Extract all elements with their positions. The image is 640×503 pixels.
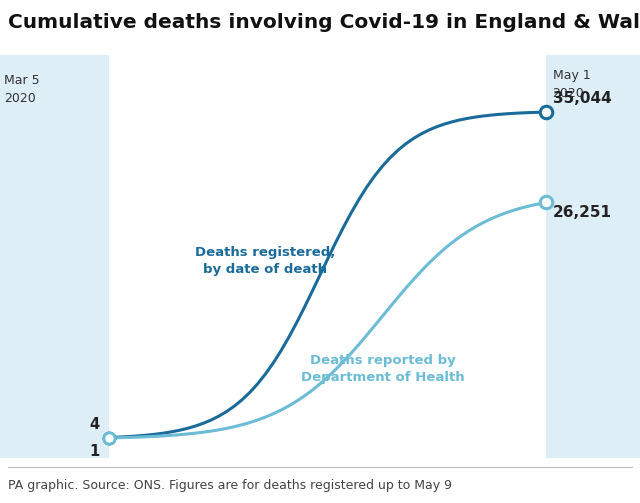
Text: 1: 1 bbox=[90, 444, 100, 459]
Text: 35,044: 35,044 bbox=[552, 91, 611, 106]
Text: Deaths reported by
Department of Health: Deaths reported by Department of Health bbox=[301, 354, 464, 384]
Text: May 1
2020: May 1 2020 bbox=[552, 69, 590, 101]
Text: Mar 5
2020: Mar 5 2020 bbox=[4, 74, 40, 105]
Bar bbox=[0, 55, 109, 458]
Text: 26,251: 26,251 bbox=[552, 205, 612, 220]
Bar bbox=[547, 55, 640, 458]
Text: Cumulative deaths involving Covid-19 in England & Wales: Cumulative deaths involving Covid-19 in … bbox=[8, 13, 640, 32]
Text: PA graphic. Source: ONS. Figures are for deaths registered up to May 9: PA graphic. Source: ONS. Figures are for… bbox=[8, 479, 452, 492]
Text: 4: 4 bbox=[90, 417, 100, 432]
Text: Deaths registered,
by date of death: Deaths registered, by date of death bbox=[195, 246, 335, 276]
